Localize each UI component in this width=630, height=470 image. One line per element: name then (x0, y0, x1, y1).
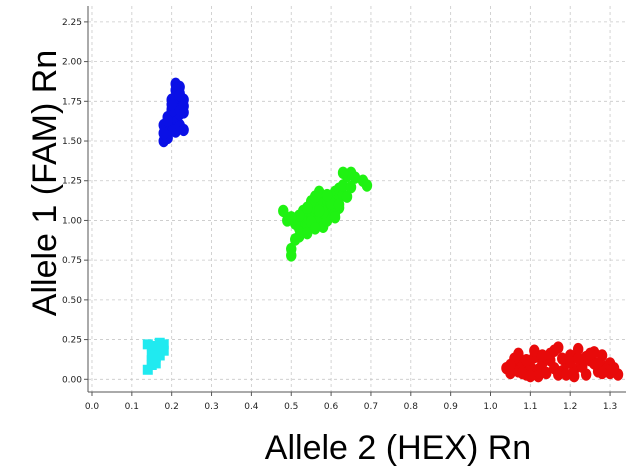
data-point (178, 99, 189, 113)
x-tick-label: 0.8 (404, 402, 419, 412)
x-tick-label: 0.7 (364, 402, 378, 412)
x-tick-label: 0.3 (204, 402, 218, 412)
data-point (158, 345, 169, 356)
data-points (142, 77, 624, 383)
data-point (158, 126, 169, 140)
data-point (349, 171, 361, 184)
y-tick-label: 0.25 (62, 336, 82, 346)
data-point (313, 204, 325, 218)
data-point (286, 211, 297, 224)
data-point (294, 209, 305, 222)
data-point (309, 222, 321, 235)
tick-labels: 0.0 0.1 0.2 0.3 0.4 0.5 0.6 0.7 0.8 0.9 1.0 1.1 1.2 1… (62, 18, 617, 412)
data-point (321, 188, 333, 202)
data-point (525, 369, 536, 383)
data-point (301, 201, 313, 214)
data-point (345, 180, 357, 194)
data-point (565, 355, 576, 369)
data-point (568, 369, 580, 383)
data-point (561, 368, 572, 381)
data-point (572, 352, 584, 365)
data-point (596, 366, 608, 380)
x-tick-label: 0.0 (85, 402, 100, 412)
data-point (517, 366, 528, 380)
data-point (521, 354, 532, 367)
data-point (337, 179, 349, 192)
data-point (533, 369, 544, 383)
data-point (150, 358, 161, 369)
x-tick-label: 0.4 (244, 402, 259, 412)
data-point (341, 190, 353, 203)
data-point (174, 88, 185, 102)
data-point (337, 166, 349, 179)
x-tick-label: 1.3 (603, 402, 617, 412)
data-point (529, 344, 540, 357)
data-point (166, 98, 177, 111)
data-point (150, 344, 161, 355)
y-tick-label: 2.25 (62, 18, 82, 28)
data-point (572, 342, 584, 356)
axes (84, 6, 626, 396)
x-tick-label: 0.1 (125, 402, 139, 412)
data-point (592, 357, 604, 370)
y-tick-label: 0.50 (62, 296, 82, 306)
data-point (154, 337, 165, 348)
data-point (313, 185, 325, 199)
data-point (286, 249, 297, 262)
x-tick-label: 1.0 (483, 402, 498, 412)
data-point (301, 226, 313, 240)
x-axis-title: Allele 2 (HEX) Rn (265, 429, 531, 467)
y-tick-label: 2.00 (62, 58, 82, 68)
data-point (333, 198, 345, 211)
data-point (361, 179, 373, 192)
x-tick-label: 1.2 (563, 402, 577, 412)
x-tick-label: 1.1 (523, 402, 537, 412)
y-tick-label: 1.25 (62, 177, 82, 187)
data-point (584, 347, 596, 361)
y-tick-label: 0.75 (62, 256, 82, 266)
y-tick-label: 1.00 (62, 216, 82, 226)
data-point (178, 123, 189, 137)
y-axis-title: Allele 1 (FAM) Rn (26, 50, 64, 316)
x-tick-label: 0.5 (284, 402, 298, 412)
data-point (505, 358, 516, 372)
x-tick-label: 0.6 (324, 402, 339, 412)
y-tick-label: 1.50 (62, 137, 82, 147)
data-point (537, 349, 548, 362)
data-point (557, 352, 568, 365)
data-point (162, 114, 173, 127)
x-tick-label: 0.9 (443, 402, 458, 412)
data-point (278, 204, 289, 218)
data-point (146, 350, 157, 361)
data-point (608, 361, 620, 375)
y-tick-label: 0.00 (62, 375, 82, 385)
y-tick-label: 1.75 (62, 97, 82, 107)
data-point (513, 347, 524, 361)
data-point (329, 211, 341, 224)
data-point (541, 366, 552, 380)
data-point (549, 344, 560, 357)
x-tick-label: 0.2 (165, 402, 179, 412)
data-point (553, 368, 564, 381)
